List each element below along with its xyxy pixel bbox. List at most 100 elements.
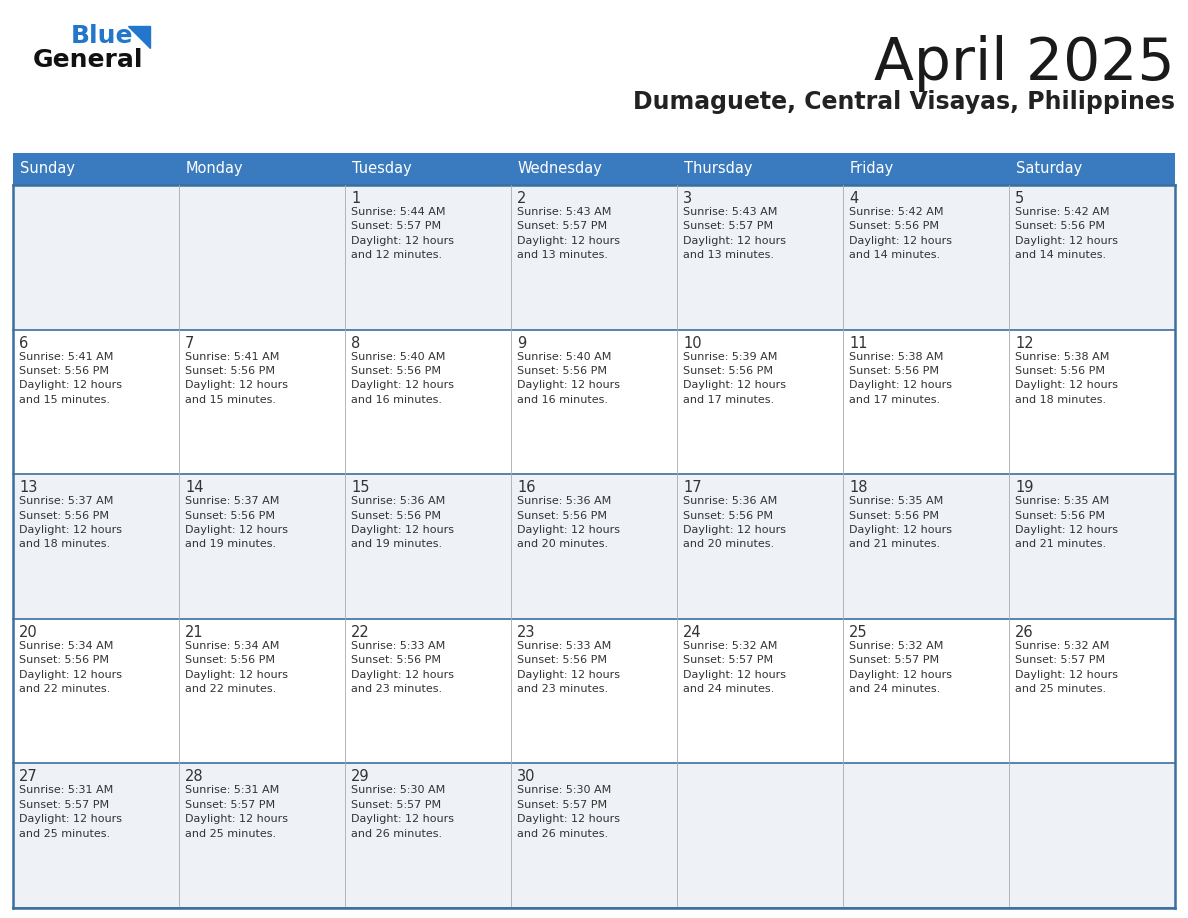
Text: 8: 8 — [350, 336, 360, 351]
Text: Monday: Monday — [187, 162, 244, 176]
FancyBboxPatch shape — [677, 619, 843, 764]
FancyBboxPatch shape — [179, 619, 345, 764]
Text: Tuesday: Tuesday — [352, 162, 412, 176]
FancyBboxPatch shape — [1009, 619, 1175, 764]
Text: 6: 6 — [19, 336, 29, 351]
Text: 15: 15 — [350, 480, 369, 495]
Text: 16: 16 — [517, 480, 536, 495]
FancyBboxPatch shape — [13, 153, 1175, 185]
Text: Sunrise: 5:34 AM
Sunset: 5:56 PM
Daylight: 12 hours
and 22 minutes.: Sunrise: 5:34 AM Sunset: 5:56 PM Dayligh… — [185, 641, 287, 694]
Text: Sunrise: 5:36 AM
Sunset: 5:56 PM
Daylight: 12 hours
and 20 minutes.: Sunrise: 5:36 AM Sunset: 5:56 PM Dayligh… — [683, 497, 786, 549]
FancyBboxPatch shape — [345, 185, 511, 330]
Text: Sunrise: 5:30 AM
Sunset: 5:57 PM
Daylight: 12 hours
and 26 minutes.: Sunrise: 5:30 AM Sunset: 5:57 PM Dayligh… — [517, 786, 620, 839]
Text: Sunrise: 5:32 AM
Sunset: 5:57 PM
Daylight: 12 hours
and 24 minutes.: Sunrise: 5:32 AM Sunset: 5:57 PM Dayligh… — [849, 641, 952, 694]
Text: 2: 2 — [517, 191, 526, 206]
Text: 21: 21 — [185, 625, 203, 640]
FancyBboxPatch shape — [677, 475, 843, 619]
Text: 30: 30 — [517, 769, 536, 784]
Text: Dumaguete, Central Visayas, Philippines: Dumaguete, Central Visayas, Philippines — [633, 90, 1175, 114]
Text: Sunrise: 5:37 AM
Sunset: 5:56 PM
Daylight: 12 hours
and 19 minutes.: Sunrise: 5:37 AM Sunset: 5:56 PM Dayligh… — [185, 497, 287, 549]
FancyBboxPatch shape — [179, 475, 345, 619]
Text: 10: 10 — [683, 336, 702, 351]
Text: 28: 28 — [185, 769, 203, 784]
Text: Sunrise: 5:33 AM
Sunset: 5:56 PM
Daylight: 12 hours
and 23 minutes.: Sunrise: 5:33 AM Sunset: 5:56 PM Dayligh… — [517, 641, 620, 694]
Text: 3: 3 — [683, 191, 693, 206]
Text: 29: 29 — [350, 769, 369, 784]
Text: Sunrise: 5:41 AM
Sunset: 5:56 PM
Daylight: 12 hours
and 15 minutes.: Sunrise: 5:41 AM Sunset: 5:56 PM Dayligh… — [19, 352, 122, 405]
Text: 1: 1 — [350, 191, 360, 206]
Text: Sunrise: 5:42 AM
Sunset: 5:56 PM
Daylight: 12 hours
and 14 minutes.: Sunrise: 5:42 AM Sunset: 5:56 PM Dayligh… — [849, 207, 952, 260]
Text: 7: 7 — [185, 336, 195, 351]
Text: Sunrise: 5:43 AM
Sunset: 5:57 PM
Daylight: 12 hours
and 13 minutes.: Sunrise: 5:43 AM Sunset: 5:57 PM Dayligh… — [683, 207, 786, 260]
Text: Sunrise: 5:38 AM
Sunset: 5:56 PM
Daylight: 12 hours
and 18 minutes.: Sunrise: 5:38 AM Sunset: 5:56 PM Dayligh… — [1015, 352, 1118, 405]
Text: 20: 20 — [19, 625, 38, 640]
FancyBboxPatch shape — [345, 330, 511, 475]
Text: Sunrise: 5:43 AM
Sunset: 5:57 PM
Daylight: 12 hours
and 13 minutes.: Sunrise: 5:43 AM Sunset: 5:57 PM Dayligh… — [517, 207, 620, 260]
FancyBboxPatch shape — [345, 619, 511, 764]
Text: Wednesday: Wednesday — [518, 162, 602, 176]
Text: 25: 25 — [849, 625, 867, 640]
Text: Sunrise: 5:31 AM
Sunset: 5:57 PM
Daylight: 12 hours
and 25 minutes.: Sunrise: 5:31 AM Sunset: 5:57 PM Dayligh… — [19, 786, 122, 839]
Text: Sunrise: 5:42 AM
Sunset: 5:56 PM
Daylight: 12 hours
and 14 minutes.: Sunrise: 5:42 AM Sunset: 5:56 PM Dayligh… — [1015, 207, 1118, 260]
Text: Sunrise: 5:36 AM
Sunset: 5:56 PM
Daylight: 12 hours
and 19 minutes.: Sunrise: 5:36 AM Sunset: 5:56 PM Dayligh… — [350, 497, 454, 549]
Text: 12: 12 — [1015, 336, 1034, 351]
Text: 18: 18 — [849, 480, 867, 495]
Text: Sunrise: 5:40 AM
Sunset: 5:56 PM
Daylight: 12 hours
and 16 minutes.: Sunrise: 5:40 AM Sunset: 5:56 PM Dayligh… — [350, 352, 454, 405]
Text: 23: 23 — [517, 625, 536, 640]
Text: Sunrise: 5:38 AM
Sunset: 5:56 PM
Daylight: 12 hours
and 17 minutes.: Sunrise: 5:38 AM Sunset: 5:56 PM Dayligh… — [849, 352, 952, 405]
Text: Sunrise: 5:31 AM
Sunset: 5:57 PM
Daylight: 12 hours
and 25 minutes.: Sunrise: 5:31 AM Sunset: 5:57 PM Dayligh… — [185, 786, 287, 839]
FancyBboxPatch shape — [13, 330, 179, 475]
Polygon shape — [128, 26, 150, 48]
Text: 13: 13 — [19, 480, 37, 495]
Text: 24: 24 — [683, 625, 702, 640]
Text: Sunrise: 5:35 AM
Sunset: 5:56 PM
Daylight: 12 hours
and 21 minutes.: Sunrise: 5:35 AM Sunset: 5:56 PM Dayligh… — [849, 497, 952, 549]
Text: Sunrise: 5:35 AM
Sunset: 5:56 PM
Daylight: 12 hours
and 21 minutes.: Sunrise: 5:35 AM Sunset: 5:56 PM Dayligh… — [1015, 497, 1118, 549]
FancyBboxPatch shape — [511, 619, 677, 764]
FancyBboxPatch shape — [1009, 185, 1175, 330]
FancyBboxPatch shape — [511, 330, 677, 475]
FancyBboxPatch shape — [843, 330, 1009, 475]
Text: 19: 19 — [1015, 480, 1034, 495]
Text: Sunrise: 5:30 AM
Sunset: 5:57 PM
Daylight: 12 hours
and 26 minutes.: Sunrise: 5:30 AM Sunset: 5:57 PM Dayligh… — [350, 786, 454, 839]
FancyBboxPatch shape — [13, 619, 179, 764]
Text: 26: 26 — [1015, 625, 1034, 640]
FancyBboxPatch shape — [677, 764, 843, 908]
Text: 9: 9 — [517, 336, 526, 351]
Text: Sunrise: 5:40 AM
Sunset: 5:56 PM
Daylight: 12 hours
and 16 minutes.: Sunrise: 5:40 AM Sunset: 5:56 PM Dayligh… — [517, 352, 620, 405]
Text: Sunrise: 5:34 AM
Sunset: 5:56 PM
Daylight: 12 hours
and 22 minutes.: Sunrise: 5:34 AM Sunset: 5:56 PM Dayligh… — [19, 641, 122, 694]
Text: Sunrise: 5:39 AM
Sunset: 5:56 PM
Daylight: 12 hours
and 17 minutes.: Sunrise: 5:39 AM Sunset: 5:56 PM Dayligh… — [683, 352, 786, 405]
Text: Saturday: Saturday — [1016, 162, 1082, 176]
FancyBboxPatch shape — [345, 475, 511, 619]
Text: 22: 22 — [350, 625, 369, 640]
FancyBboxPatch shape — [13, 764, 179, 908]
Text: Sunrise: 5:32 AM
Sunset: 5:57 PM
Daylight: 12 hours
and 25 minutes.: Sunrise: 5:32 AM Sunset: 5:57 PM Dayligh… — [1015, 641, 1118, 694]
FancyBboxPatch shape — [511, 185, 677, 330]
Text: 14: 14 — [185, 480, 203, 495]
Text: 5: 5 — [1015, 191, 1024, 206]
Text: Thursday: Thursday — [684, 162, 752, 176]
FancyBboxPatch shape — [511, 475, 677, 619]
FancyBboxPatch shape — [677, 330, 843, 475]
Text: General: General — [33, 48, 144, 72]
Text: Sunrise: 5:44 AM
Sunset: 5:57 PM
Daylight: 12 hours
and 12 minutes.: Sunrise: 5:44 AM Sunset: 5:57 PM Dayligh… — [350, 207, 454, 260]
Text: 4: 4 — [849, 191, 858, 206]
Text: Sunrise: 5:36 AM
Sunset: 5:56 PM
Daylight: 12 hours
and 20 minutes.: Sunrise: 5:36 AM Sunset: 5:56 PM Dayligh… — [517, 497, 620, 549]
FancyBboxPatch shape — [1009, 330, 1175, 475]
Text: 11: 11 — [849, 336, 867, 351]
FancyBboxPatch shape — [179, 185, 345, 330]
Text: Sunday: Sunday — [20, 162, 75, 176]
FancyBboxPatch shape — [1009, 764, 1175, 908]
FancyBboxPatch shape — [13, 475, 179, 619]
Text: 17: 17 — [683, 480, 702, 495]
FancyBboxPatch shape — [677, 185, 843, 330]
FancyBboxPatch shape — [843, 619, 1009, 764]
FancyBboxPatch shape — [843, 185, 1009, 330]
FancyBboxPatch shape — [179, 330, 345, 475]
FancyBboxPatch shape — [1009, 475, 1175, 619]
FancyBboxPatch shape — [843, 764, 1009, 908]
FancyBboxPatch shape — [179, 764, 345, 908]
Text: Sunrise: 5:37 AM
Sunset: 5:56 PM
Daylight: 12 hours
and 18 minutes.: Sunrise: 5:37 AM Sunset: 5:56 PM Dayligh… — [19, 497, 122, 549]
Text: April 2025: April 2025 — [874, 35, 1175, 92]
Text: Friday: Friday — [849, 162, 895, 176]
FancyBboxPatch shape — [511, 764, 677, 908]
